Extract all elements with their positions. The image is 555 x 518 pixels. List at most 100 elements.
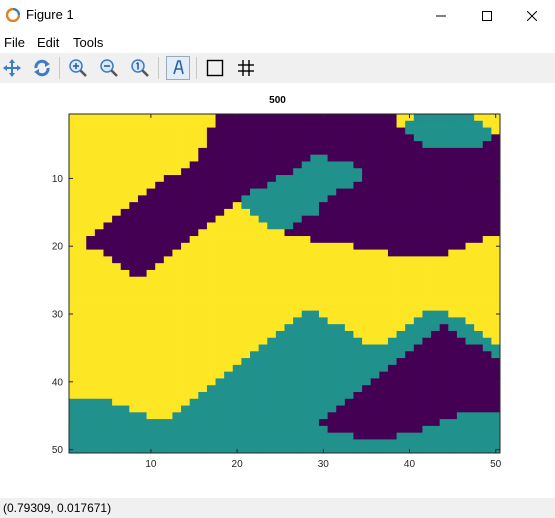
- heatmap-cell: [206, 263, 216, 271]
- heatmap-cell: [336, 303, 346, 312]
- heatmap-cell: [275, 141, 285, 149]
- heatmap-cell: [336, 446, 346, 454]
- heatmap-cell: [474, 222, 484, 230]
- heatmap-cell: [86, 371, 96, 379]
- heatmap-cell: [344, 154, 354, 162]
- heatmap-cell: [129, 120, 139, 128]
- heatmap-cell: [146, 283, 156, 291]
- heatmap-cell: [482, 222, 492, 230]
- octave-app-icon: [6, 8, 20, 22]
- heatmap-cell: [69, 283, 79, 291]
- heatmap-cell: [206, 154, 216, 162]
- grid-button[interactable]: [234, 56, 258, 80]
- heatmap-cell: [413, 188, 423, 196]
- heatmap-cell: [387, 317, 397, 325]
- heatmap-cell: [103, 283, 113, 291]
- heatmap-cell: [370, 141, 380, 149]
- heatmap-cell: [250, 364, 260, 373]
- heatmap-cell: [491, 269, 501, 278]
- heatmap-cell: [327, 236, 337, 244]
- heatmap-cell: [163, 330, 173, 339]
- heatmap-cell: [344, 419, 354, 427]
- heatmap-cell: [439, 412, 449, 420]
- x-tick-label: 20: [232, 459, 244, 470]
- minimize-button[interactable]: [418, 0, 464, 31]
- heatmap-cell: [491, 236, 501, 244]
- heatmap-cell: [215, 202, 225, 210]
- heatmap-cell: [396, 391, 406, 400]
- heatmap-cell: [301, 181, 311, 189]
- heatmap-cell: [422, 358, 432, 366]
- heatmap-cell: [86, 269, 96, 278]
- heatmap-cell: [258, 242, 268, 250]
- heatmap-cell: [327, 249, 337, 257]
- insert-text-button[interactable]: [166, 56, 190, 80]
- heatmap-cell: [344, 297, 354, 305]
- heatmap-cell: [275, 134, 285, 142]
- heatmap-cell: [362, 419, 372, 427]
- axes-box-button[interactable]: [203, 56, 227, 80]
- heatmap-cell: [491, 134, 501, 142]
- heatmap-cell: [189, 358, 199, 366]
- heatmap-cell: [491, 425, 501, 434]
- heatmap-cell: [267, 154, 277, 162]
- heatmap-cell: [439, 439, 449, 447]
- heatmap-cell: [327, 161, 337, 169]
- heatmap-cell: [482, 269, 492, 278]
- heatmap-cell: [77, 324, 87, 332]
- heatmap-cell: [181, 134, 191, 142]
- heatmap-cell: [387, 297, 397, 305]
- zoom-out-button[interactable]: [97, 56, 121, 80]
- heatmap-cell: [232, 195, 242, 203]
- heatmap-cell: [137, 188, 147, 196]
- heatmap-cell: [163, 405, 173, 413]
- heatmap-cell: [439, 330, 449, 339]
- heatmap-cell: [396, 439, 406, 447]
- maximize-button[interactable]: [464, 0, 510, 31]
- heatmap-cell: [267, 419, 277, 427]
- heatmap-cell: [327, 432, 337, 440]
- heatmap-cell: [206, 419, 216, 427]
- heatmap-cell: [181, 391, 191, 400]
- heatmap-cell: [431, 141, 441, 149]
- heatmap-cell: [284, 141, 294, 149]
- heatmap-cell: [370, 378, 380, 386]
- heatmap-cell: [120, 236, 130, 244]
- heatmap-cell: [405, 120, 415, 128]
- heatmap-cell: [448, 405, 458, 413]
- rotate-button[interactable]: [30, 56, 54, 80]
- heatmap-cell: [129, 236, 139, 244]
- zoom-reset-button[interactable]: [128, 56, 152, 80]
- heatmap-cell: [396, 310, 406, 318]
- heatmap-cell: [491, 297, 501, 305]
- heatmap-cell: [370, 188, 380, 196]
- heatmap-cell: [310, 358, 320, 366]
- heatmap-cell: [77, 412, 87, 420]
- menu-file[interactable]: File: [4, 35, 25, 50]
- heatmap-cell: [353, 371, 363, 379]
- heatmap-cell: [413, 283, 423, 291]
- zoom-in-button[interactable]: [66, 56, 90, 80]
- menu-tools[interactable]: Tools: [73, 35, 104, 50]
- heatmap-cell: [293, 249, 303, 257]
- heatmap-cell: [77, 249, 87, 257]
- pan-button[interactable]: [0, 56, 24, 80]
- menu-edit[interactable]: Edit: [37, 35, 60, 50]
- heatmap-cell: [155, 405, 165, 413]
- heatmap-cell: [310, 276, 320, 284]
- close-button[interactable]: [509, 0, 555, 31]
- heatmap-cell: [448, 202, 458, 210]
- heatmap-cell: [189, 364, 199, 373]
- heatmap-cell: [181, 364, 191, 373]
- heatmap-cell: [387, 337, 397, 345]
- heatmap-cell: [129, 297, 139, 305]
- heatmap-cell: [181, 432, 191, 440]
- heatmap-cell: [336, 269, 346, 278]
- heatmap-cell: [86, 378, 96, 386]
- heatmap-cell: [491, 181, 501, 189]
- heatmap-cell: [232, 385, 242, 393]
- figure-canvas[interactable]: 500 10 20 30 40 50 10 20 30 40 50: [0, 83, 555, 498]
- heatmap-cell: [379, 202, 389, 210]
- heatmap-cell: [172, 337, 182, 345]
